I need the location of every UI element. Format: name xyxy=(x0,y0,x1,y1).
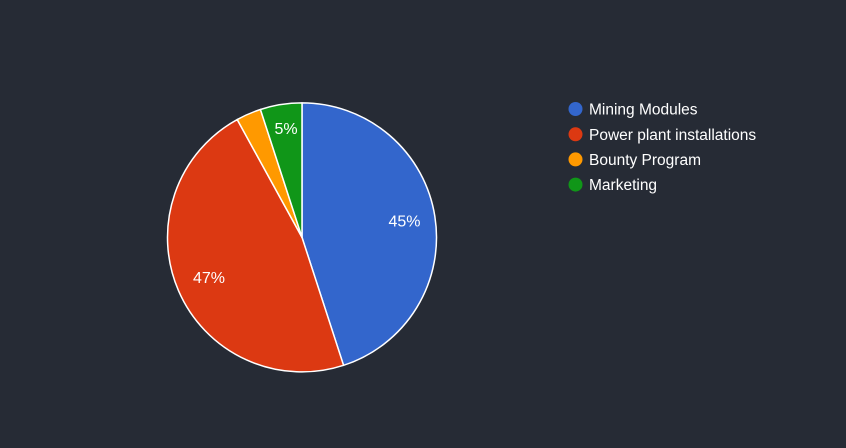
svg-text:5%: 5% xyxy=(274,121,297,138)
svg-text:Power plant installations: Power plant installations xyxy=(589,127,756,144)
svg-text:Bounty Program: Bounty Program xyxy=(589,152,701,169)
svg-text:47%: 47% xyxy=(193,270,225,287)
svg-text:45%: 45% xyxy=(388,213,420,230)
svg-text:Marketing: Marketing xyxy=(589,177,657,194)
svg-text:Mining Modules: Mining Modules xyxy=(589,102,698,119)
